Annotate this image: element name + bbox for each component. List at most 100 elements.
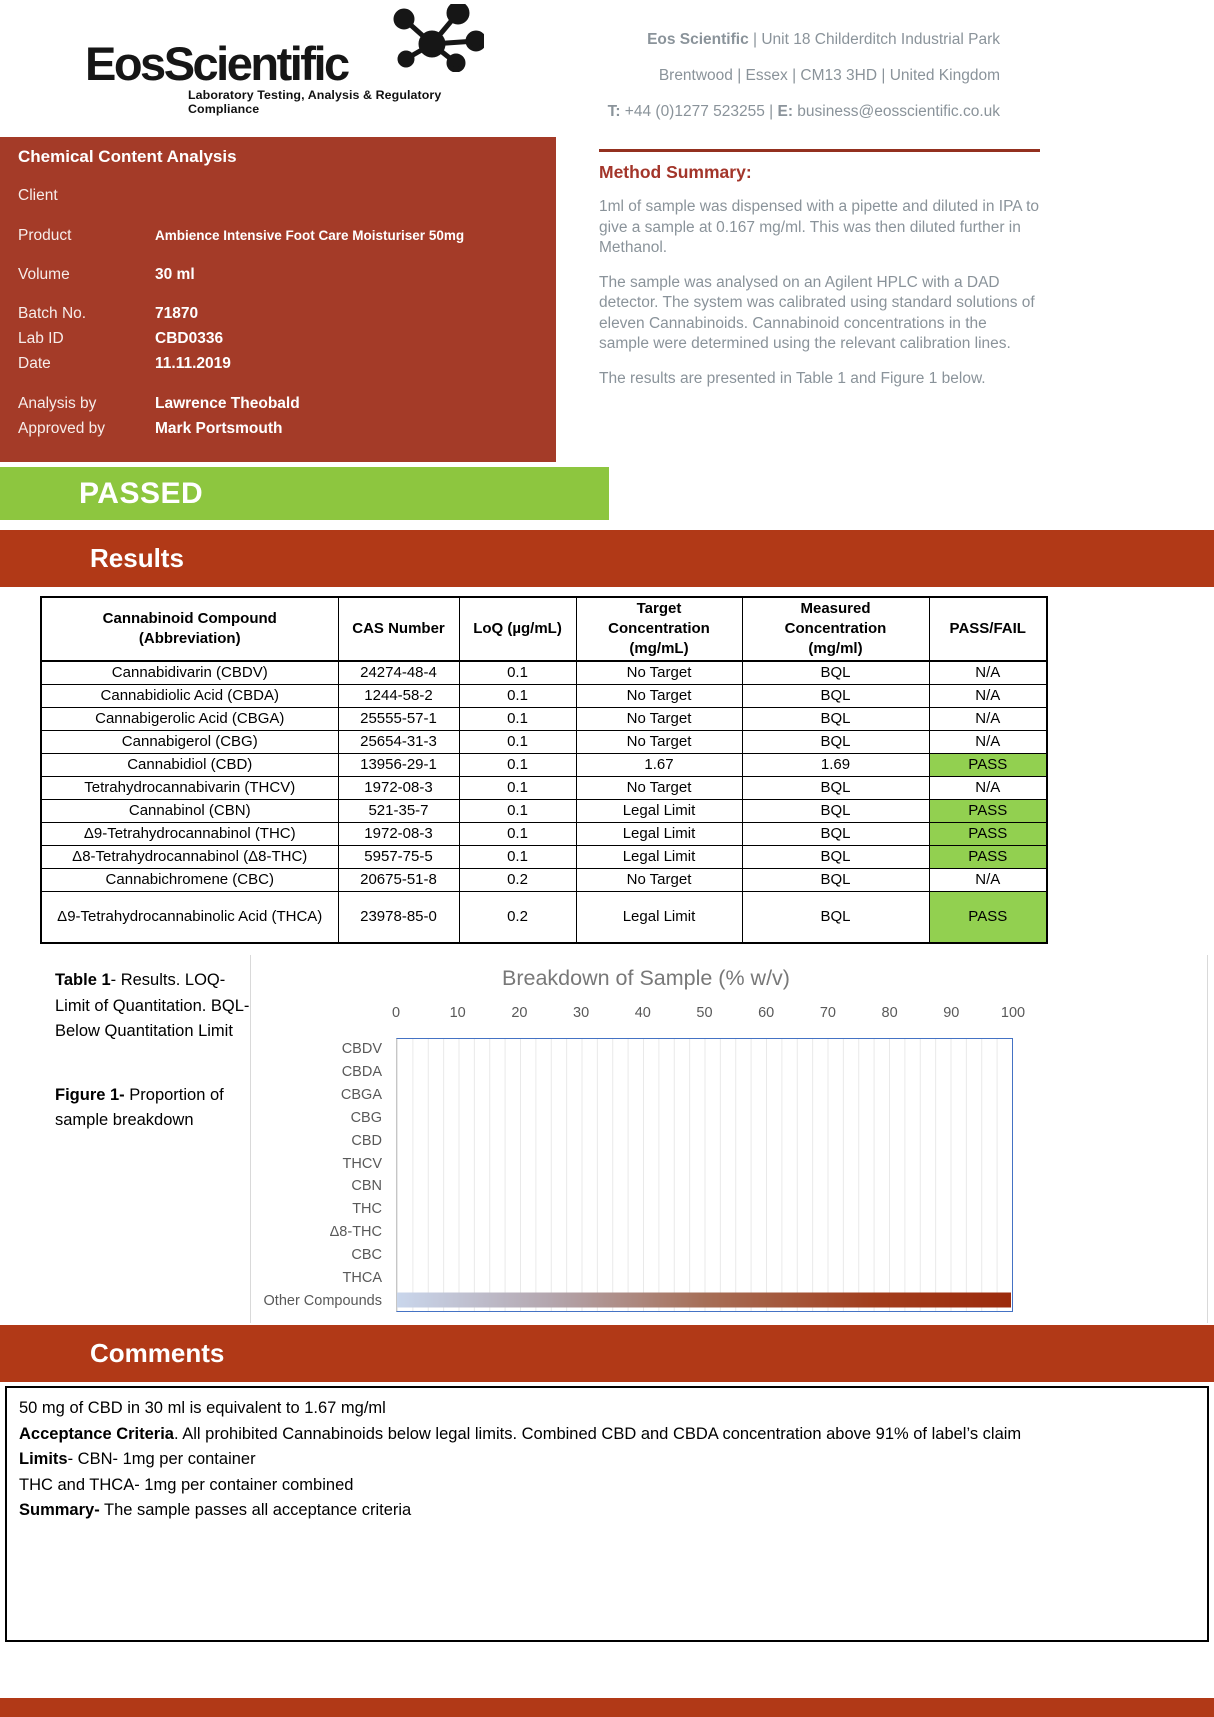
- chart-plot-area: [396, 1038, 1013, 1312]
- result-cell: N/A: [928, 775, 1048, 800]
- contact-address-line-2: Brentwood | Essex | CM13 3HD | United Ki…: [658, 67, 1000, 84]
- comments-section-header: Comments: [0, 1325, 1214, 1382]
- email-address: business@eosscientific.co.uk: [793, 103, 1000, 120]
- volume-value: 30 ml: [155, 266, 195, 283]
- axis-tick: 40: [634, 1005, 651, 1021]
- axis-tick: 60: [758, 1005, 775, 1021]
- col-header-cas: CAS Number: [337, 596, 460, 662]
- col-header-compound: Cannabinoid Compound (Abbreviation): [40, 596, 339, 662]
- contact-address-line-1: Eos Scientific | Unit 18 Childerditch In…: [647, 31, 1000, 48]
- chart-band: [397, 1266, 1012, 1289]
- axis-tick: 10: [449, 1005, 466, 1021]
- category-label: CBC: [351, 1246, 382, 1263]
- target-cell: Legal Limit: [575, 821, 743, 846]
- compound-cell: Cannabigerol (CBG): [40, 729, 339, 754]
- measured-cell: BQL: [741, 890, 930, 944]
- method-summary-section: Method Summary: 1ml of sample was dispen…: [599, 149, 1040, 389]
- cas-cell: 25555-57-1: [337, 706, 460, 731]
- target-cell: Legal Limit: [575, 798, 743, 823]
- table-row: Δ9-Tetrahydrocannabinol (THC) 1972-08-3 0.…: [40, 821, 1048, 846]
- volume-row: Volume 30 ml: [18, 266, 195, 283]
- category-label: THCV: [342, 1155, 382, 1172]
- table-row: Δ9-Tetrahydrocannabinolic Acid (THCA) 239…: [40, 890, 1048, 944]
- chart-band: [397, 1220, 1012, 1243]
- results-table: Cannabinoid Compound (Abbreviation) CAS …: [40, 596, 1048, 944]
- table-row: Cannabinol (CBN) 521-35-7 0.1 Legal Limit BQ…: [40, 798, 1048, 823]
- loq-cell: 0.1: [458, 660, 577, 685]
- loq-cell: 0.1: [458, 775, 577, 800]
- company-name: Eos Scientific: [647, 31, 749, 48]
- product-row: Product Ambience Intensive Foot Care Mois…: [18, 227, 465, 244]
- chart-band: [397, 1130, 1012, 1153]
- report-title: Chemical Content Analysis: [18, 147, 237, 166]
- cas-cell: 1972-08-3: [337, 821, 460, 846]
- method-paragraph-1: 1ml of sample was dispensed with a pipet…: [599, 198, 1040, 256]
- axis-tick: 70: [819, 1005, 836, 1021]
- result-cell: PASS: [928, 821, 1048, 846]
- chart-band: [397, 1198, 1012, 1221]
- result-cell: N/A: [928, 867, 1048, 892]
- col-header-target: Target Concentration (mg/mL): [575, 596, 743, 662]
- compound-cell: Cannabidivarin (CBDV): [40, 660, 339, 685]
- compound-cell: Δ8-Tetrahydrocannabinol (Δ8-THC): [40, 844, 339, 869]
- loq-cell: 0.1: [458, 798, 577, 823]
- loq-cell: 0.2: [458, 867, 577, 892]
- chart-x-axis: 0 10 20 30 40 50 60 70 80 90 100: [392, 1005, 1025, 1029]
- measured-cell: BQL: [741, 706, 930, 731]
- target-cell: No Target: [575, 729, 743, 754]
- approved-by-value: Mark Portsmouth: [155, 420, 283, 437]
- date-value: 11.11.2019: [155, 355, 231, 372]
- cas-cell: 521-35-7: [337, 798, 460, 823]
- chart-band: [397, 1062, 1012, 1085]
- method-summary-divider: [599, 149, 1040, 152]
- target-cell: No Target: [575, 867, 743, 892]
- category-label: Δ8-THC: [329, 1224, 382, 1241]
- loq-cell: 0.1: [458, 706, 577, 731]
- lab-id-row: Lab ID CBD0336: [18, 330, 224, 347]
- col-header-passfail: PASS/FAIL: [928, 596, 1048, 662]
- measured-cell: BQL: [741, 867, 930, 892]
- category-label: CBN: [351, 1178, 382, 1195]
- result-cell: PASS: [928, 844, 1048, 869]
- axis-tick: 90: [943, 1005, 960, 1021]
- axis-tick: 100: [1000, 1005, 1026, 1021]
- table-row: Cannabigerolic Acid (CBGA) 25555-57-1 0.1 N…: [40, 706, 1048, 731]
- measured-cell: BQL: [741, 775, 930, 800]
- loq-cell: 0.1: [458, 729, 577, 754]
- table-row: Δ8-Tetrahydrocannabinol (Δ8-THC) 5957-75-…: [40, 844, 1048, 869]
- chart-bar: [397, 1292, 1011, 1308]
- cas-cell: 24274-48-4: [337, 660, 460, 685]
- cas-cell: 20675-51-8: [337, 867, 460, 892]
- target-cell: No Target: [575, 683, 743, 708]
- measured-cell: 1.69: [741, 752, 930, 777]
- comment-summary: Summary- The sample passes all acceptanc…: [19, 1501, 412, 1519]
- measured-cell: BQL: [741, 821, 930, 846]
- figure-1-caption: Figure 1- Proportion of sample breakdown: [55, 1085, 224, 1130]
- email-label: E:: [777, 103, 794, 120]
- category-label: CBD: [351, 1132, 382, 1149]
- loq-cell: 0.1: [458, 821, 577, 846]
- chart-plot: CBDV CBDA CBGA CBG CBD THCV CBN THC Δ8-T…: [251, 1038, 1013, 1312]
- chart-title: Breakdown of Sample (% w/v): [502, 966, 790, 990]
- company-contact-block: Eos Scientific | Unit 18 Childerditch In…: [608, 22, 1000, 130]
- measured-cell: BQL: [741, 798, 930, 823]
- date-row: Date 11.11.2019: [18, 355, 231, 372]
- chart-band: [397, 1039, 1012, 1062]
- molecule-icon: [393, 4, 484, 72]
- table-1-caption: Table 1- Results. LOQ- Limit of Quantita…: [55, 971, 250, 1040]
- target-cell: No Target: [575, 775, 743, 800]
- logo-tagline: Laboratory Testing, Analysis & Regulator…: [188, 87, 442, 116]
- axis-tick: 30: [573, 1005, 590, 1021]
- chart-category-labels: CBDV CBDA CBGA CBG CBD THCV CBN THC Δ8-T…: [251, 1038, 396, 1312]
- lab-id-value: CBD0336: [155, 330, 224, 347]
- compound-cell: Tetrahydrocannabivarin (THCV): [40, 775, 339, 800]
- result-cell: N/A: [928, 660, 1048, 685]
- table-header-row: Cannabinoid Compound (Abbreviation) CAS …: [40, 596, 1048, 662]
- chart-band: [397, 1175, 1012, 1198]
- category-label: THC: [352, 1201, 382, 1218]
- comments-box: 50 mg of CBD in 30 ml is equivalent to 1…: [5, 1386, 1209, 1642]
- cas-cell: 25654-31-3: [337, 729, 460, 754]
- analysis-by-row: Analysis by Lawrence Theobald: [18, 395, 300, 412]
- batch-row: Batch No. 71870: [18, 305, 199, 322]
